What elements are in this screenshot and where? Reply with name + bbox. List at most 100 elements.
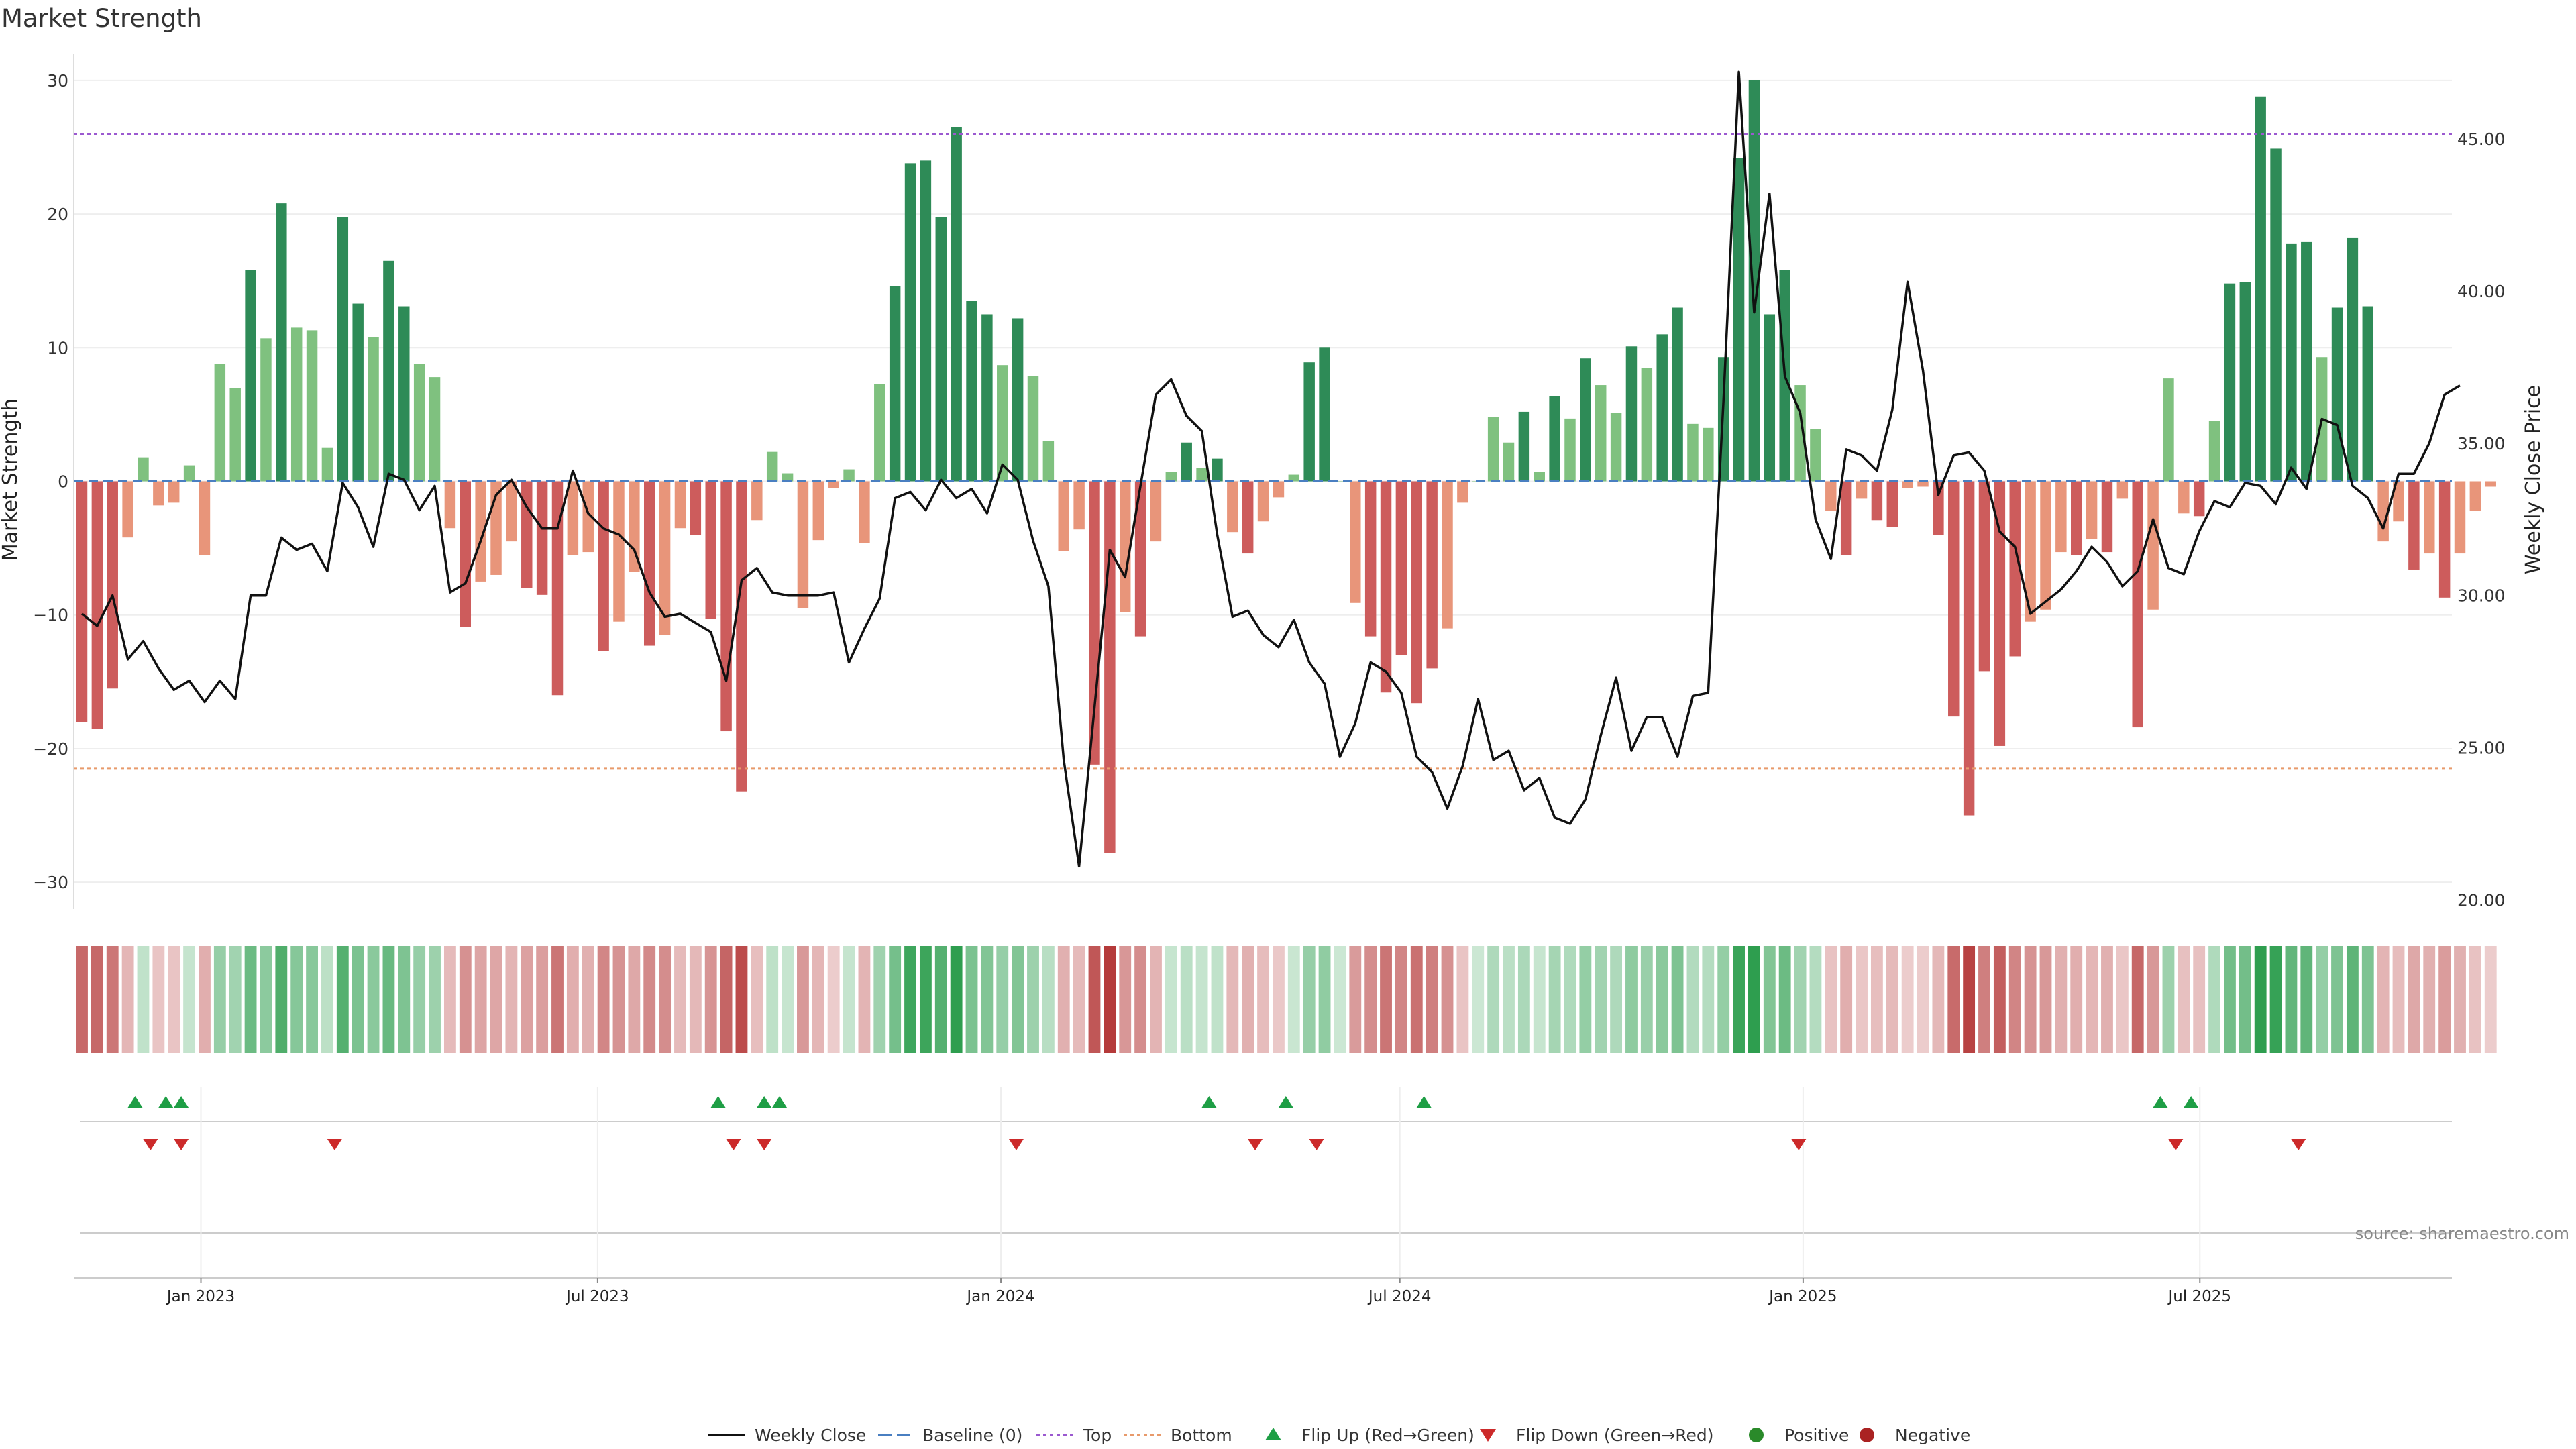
strength-bar [1134,481,1146,637]
strength-bar [521,481,533,588]
heat-cell [536,946,549,1053]
strength-bar [1748,80,1760,482]
legend-item: Weekly Close [708,1426,866,1445]
heat-cell [1104,946,1116,1053]
heat-cell [1564,946,1576,1053]
heat-cell [2408,946,2420,1053]
strength-bar [1242,481,1254,554]
strength-bar [199,481,211,555]
flip-down-marker [174,1139,189,1150]
heat-cell [321,946,333,1053]
strength-bar [843,469,855,482]
heat-cell [582,946,594,1053]
heat-cell [490,946,502,1053]
strength-bar [337,217,349,482]
weekly-close-line [80,70,2461,868]
strength-bar [2438,481,2451,598]
heat-cell [429,946,441,1053]
heat-strip [76,946,2497,1053]
strength-bar [674,481,686,529]
heat-cell [1211,946,1224,1053]
strength-bar [2009,481,2021,657]
flip-down-marker [757,1139,772,1150]
strength-bar [2239,282,2251,482]
strength-bar [168,481,180,503]
strength-bar [551,481,564,696]
strength-bar [1150,481,1162,542]
heat-cell [2193,946,2206,1053]
strength-bar [1810,429,1821,482]
flip-down-marker [143,1139,158,1150]
heat-cell [1073,946,1085,1053]
strength-bar [107,481,118,689]
strength-bar [2454,481,2466,554]
strength-bar [2132,481,2143,728]
strength-bar [153,481,164,506]
heat-cell [2254,946,2267,1053]
heat-cell [2469,946,2481,1053]
heat-cell [1856,946,1868,1053]
strength-bar [321,447,333,482]
strength-bar [2025,481,2036,622]
strength-bar [966,301,977,482]
strength-bar [1350,481,1361,603]
legend-item: Bottom [1124,1426,1232,1445]
strength-bar [1503,442,1515,482]
strength-bar [1856,481,1868,499]
y-tick-label: 10 [47,338,68,358]
flip-up-marker [158,1096,174,1108]
legend-triangle-up-icon [1265,1428,1281,1440]
y-tick-label: −20 [33,739,68,759]
flip-down-marker [2291,1139,2306,1150]
heat-cell [168,946,180,1053]
heat-cell [1273,946,1285,1053]
legend: Weekly Close Baseline (0) Top Bottom Flip Up… [708,1426,1970,1445]
heat-cell [2055,946,2068,1053]
strength-bar [138,457,149,482]
heat-cell [443,946,456,1053]
heat-cell [1963,946,1976,1053]
legend-circle-icon [1749,1428,1764,1442]
strength-bar [1165,472,1177,482]
strength-bar [2301,241,2312,482]
strength-bar [1227,481,1238,533]
y-tick-label: −30 [33,873,68,892]
strength-bar [720,481,732,732]
strength-bar [2193,481,2205,517]
heat-cell [521,946,533,1053]
heat-cell [1778,946,1791,1053]
source-text: source: sharemaestro.com [2355,1224,2569,1243]
heat-cell [2300,946,2313,1053]
strength-bar [1625,346,1638,482]
strength-bar [2377,481,2389,542]
heat-cell [1349,946,1362,1053]
y2-tick-label: 45.00 [2457,129,2506,149]
heat-cell [183,946,196,1053]
strength-bar [2362,306,2374,482]
x-tick-label: Jan 2023 [166,1288,235,1305]
heat-cell [1886,946,1898,1053]
strength-bar [904,163,916,482]
strength-bar [2178,481,2190,514]
legend-label: Positive [1784,1426,1849,1445]
heat-cell [76,946,88,1053]
y-tick-label: 20 [47,205,68,224]
strength-bar [352,303,364,482]
heat-cell [1656,946,1668,1053]
strength-bar [1104,481,1116,853]
strength-bar [1825,481,1837,511]
strength-bar [951,127,962,482]
heat-cell [2208,946,2220,1053]
heat-cell [1150,946,1162,1053]
heat-cell [1901,946,1914,1053]
strength-bar [2224,283,2236,482]
heat-cell [1042,946,1055,1053]
heat-cell [643,946,656,1053]
heat-cell [213,946,226,1053]
y2-axis-label: Weekly Close Price [2522,385,2545,574]
heat-cell [1640,946,1653,1053]
heat-cell [858,946,871,1053]
strength-bar [444,481,456,529]
heat-cell [2224,946,2236,1053]
strength-bar [1073,481,1085,530]
